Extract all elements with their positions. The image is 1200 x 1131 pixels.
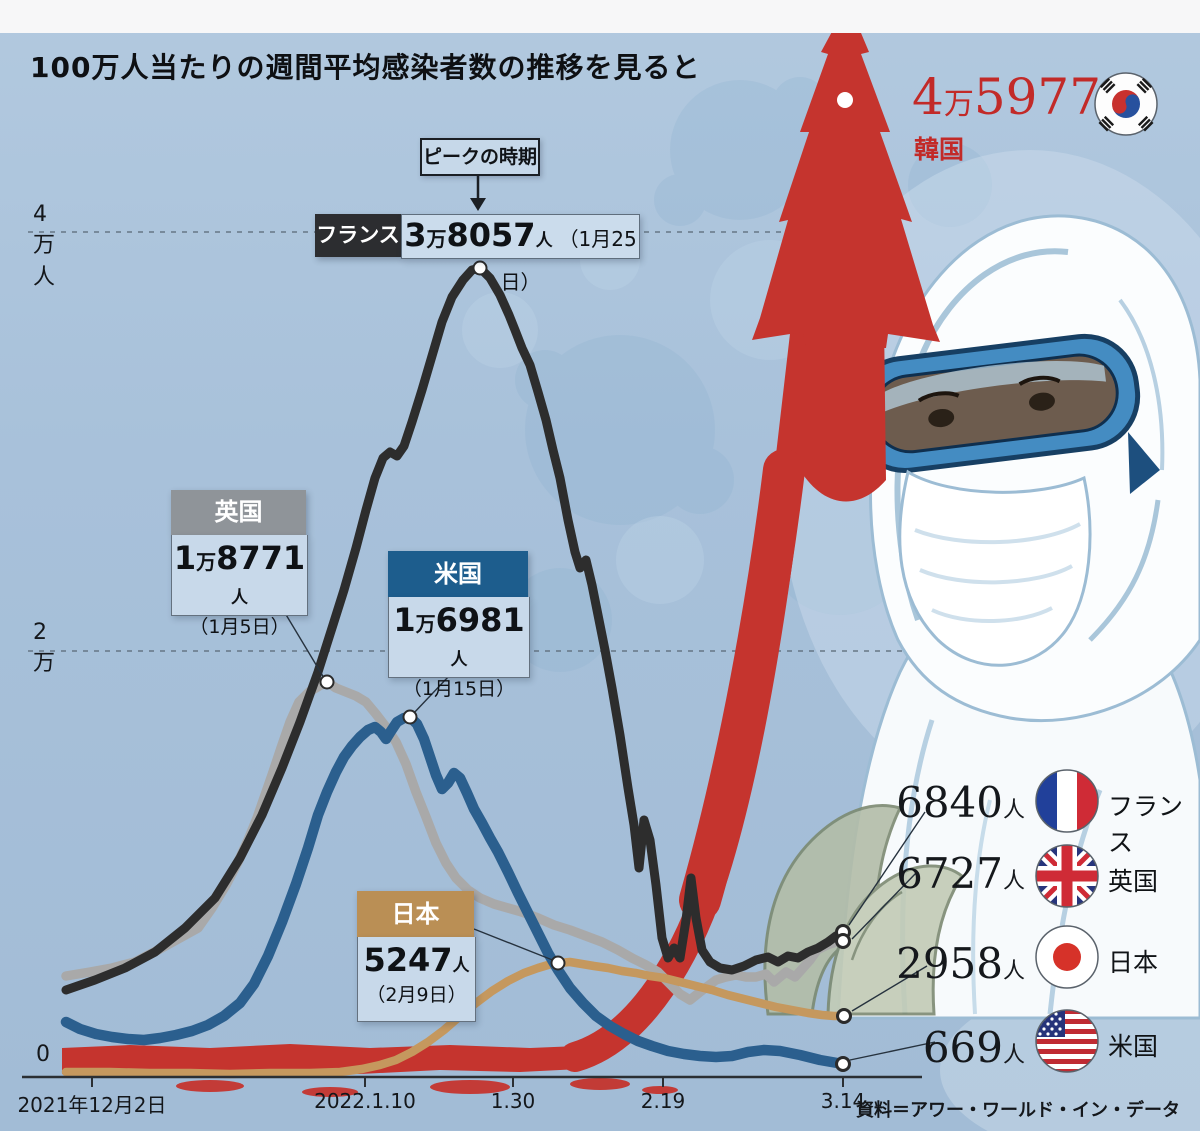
- marker-korea-latest: [837, 92, 853, 108]
- japan-flag-icon: [1035, 925, 1099, 989]
- korea-label: 韓国: [914, 135, 965, 164]
- us-peak-value: 1万6981人 （1月15日）: [388, 597, 530, 700]
- x-axis-ticks: [91, 1077, 844, 1087]
- uk-label: 英国: [1108, 867, 1159, 896]
- korea-baseline-band: [62, 1044, 592, 1075]
- korea-value-num: 4: [912, 68, 944, 126]
- marker-uk-peak: [319, 674, 335, 690]
- y-axis-label: 4万人: [33, 202, 56, 290]
- line-france: [61, 263, 848, 995]
- marker-uk-end: [835, 933, 851, 949]
- japan-label: 日本: [1108, 948, 1159, 977]
- x-axis-label: 2021年12月2日: [17, 1093, 167, 1117]
- page-title: 100万人当たりの週間平均感染者数の推移を見ると: [30, 51, 701, 84]
- series-lines: [60, 263, 849, 1079]
- medic-illustration: [763, 214, 1200, 1020]
- y-axis-label: 0: [36, 1042, 50, 1067]
- y-axis-label: 2万: [33, 620, 56, 676]
- uk-peak-value: 1万8771人 （1月5日）: [171, 535, 308, 638]
- korea-arrow: [62, 2, 940, 1097]
- uk-peak-header: 英国: [171, 490, 306, 535]
- x-axis-label: 3.14: [820, 1089, 866, 1113]
- uk-current-value: 6727人: [896, 849, 1025, 898]
- left-eye: [928, 408, 955, 428]
- source-credit: 資料＝アワー・ワールド・イン・データ: [856, 1100, 1180, 1121]
- france-peak-value: 3万8057人 （1月25日）: [401, 214, 640, 294]
- marker-us-peak: [402, 709, 418, 725]
- x-axis-label: 1.30: [490, 1089, 536, 1113]
- france-peak-header: フランス: [315, 214, 401, 257]
- south-korea-flag-icon: [1094, 72, 1158, 136]
- peak-period-label: ピークの時期: [420, 138, 540, 176]
- france-current-value: 6840人: [896, 778, 1025, 827]
- marker-japan-end: [836, 1008, 852, 1024]
- us-flag-icon: [1035, 1009, 1099, 1073]
- japan-peak-header: 日本: [357, 891, 474, 937]
- data-point-markers: [319, 92, 853, 1072]
- down-arrow-icon: [470, 176, 486, 211]
- goggle-strap-clip: [1128, 432, 1160, 494]
- japan-peak-value: 5247人 （2月9日）: [357, 937, 476, 1022]
- goggles: [849, 333, 1141, 473]
- marker-us-end: [835, 1056, 851, 1072]
- us-peak-header: 米国: [388, 551, 528, 597]
- us-label: 米国: [1108, 1032, 1159, 1061]
- marker-france-peak: [472, 260, 488, 276]
- japan-current-value: 2958人: [896, 939, 1025, 988]
- connector-lines: [284, 612, 936, 1061]
- right-eye: [1029, 392, 1055, 411]
- france-flag-icon: [1035, 769, 1099, 833]
- us-current-value: 669人: [922, 1023, 1025, 1072]
- marker-japan-peak: [550, 955, 566, 971]
- line-us: [60, 711, 849, 1070]
- korea-arrow-shaft: [800, 320, 886, 502]
- x-axis-label: 2022.1.10: [314, 1089, 416, 1113]
- top-strip: [0, 0, 1200, 33]
- korea-arrow-head: [752, 2, 940, 348]
- france-label: フランス: [1108, 792, 1184, 857]
- x-axis-label: 2.19: [640, 1089, 686, 1113]
- uk-flag-icon: [1035, 844, 1099, 908]
